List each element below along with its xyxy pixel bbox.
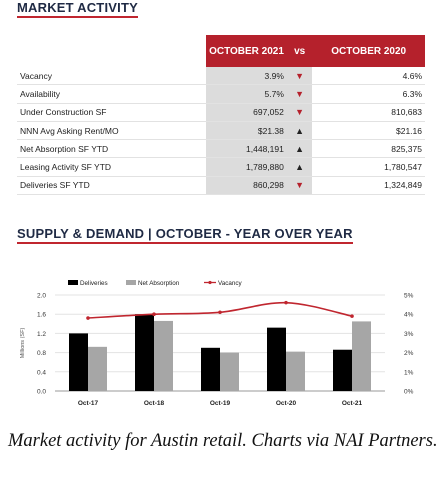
- y-tick-label: 1.6: [37, 312, 46, 319]
- arrow-down-icon: ▼: [286, 67, 313, 86]
- table-row: Vacancy 3.9% ▼ 4.6%: [17, 67, 425, 86]
- table-row: Under Construction SF 697,052 ▼ 810,683: [17, 103, 425, 122]
- arrow-down-icon: ▼: [286, 84, 313, 104]
- y-tick-label: 0.4: [37, 369, 46, 376]
- legend-swatch-deliveries: [68, 280, 78, 285]
- value-2020: 1,324,849: [312, 176, 425, 196]
- vacancy-line: [87, 301, 353, 319]
- deliveries-bar: [201, 347, 220, 391]
- arrow-down-icon: ▼: [286, 103, 313, 122]
- header-blank: [17, 35, 206, 67]
- value-2021: $21.38: [206, 121, 287, 141]
- supply-demand-title: SUPPLY & DEMAND | OCTOBER - YEAR OVER YE…: [17, 226, 353, 244]
- y2-tick-label: 2%: [404, 350, 414, 357]
- y2-tick-label: 3%: [404, 331, 414, 338]
- value-2020: 1,780,547: [312, 157, 425, 177]
- net-absorption-bar: [352, 321, 371, 391]
- legend-label-net-absorption: Net Absorption: [138, 280, 180, 287]
- arrow-up-icon: ▲: [286, 139, 313, 159]
- value-2020: 6.3%: [312, 84, 425, 104]
- value-2020: 810,683: [312, 103, 425, 122]
- row-label: NNN Avg Asking Rent/MO: [17, 121, 207, 141]
- market-activity-title: MARKET ACTIVITY: [17, 0, 138, 18]
- header-vs: vs: [286, 35, 313, 67]
- table-row: Leasing Activity SF YTD 1,789,880 ▲ 1,780,5…: [17, 157, 425, 177]
- value-2020: 4.6%: [312, 67, 425, 86]
- value-2021: 3.9%: [206, 67, 287, 86]
- arrow-up-icon: ▲: [286, 157, 313, 177]
- value-2021: 5.7%: [206, 84, 287, 104]
- y-axis-label: Millions (SF): [20, 328, 26, 359]
- arrow-down-icon: ▼: [295, 88, 305, 99]
- net-absorption-bar: [88, 346, 107, 391]
- x-tick-label: Oct-20: [276, 400, 297, 407]
- arrow-up-icon: ▲: [295, 143, 305, 154]
- vacancy-point: [350, 314, 354, 318]
- vacancy-point: [86, 316, 90, 320]
- value-2021: 697,052: [206, 103, 287, 122]
- row-label: Leasing Activity SF YTD: [17, 157, 207, 177]
- value-2021: 860,298: [206, 176, 287, 196]
- table-row: Availability 5.7% ▼ 6.3%: [17, 84, 425, 104]
- value-2021: 1,448,191: [206, 139, 287, 159]
- net-absorption-bar: [220, 352, 239, 391]
- legend-swatch-net-absorption: [126, 280, 136, 285]
- row-label: Vacancy: [17, 67, 207, 86]
- y2-tick-label: 1%: [404, 369, 414, 376]
- vacancy-point: [152, 312, 156, 316]
- row-label: Deliveries SF YTD: [17, 176, 207, 196]
- header-october-2020: OCTOBER 2020: [312, 35, 425, 67]
- y2-tick-label: 4%: [404, 312, 414, 319]
- vacancy-point: [218, 310, 222, 315]
- x-tick-label: Oct-19: [210, 400, 231, 407]
- arrow-up-icon: ▲: [295, 125, 305, 136]
- value-2020: 825,375: [312, 139, 425, 159]
- caption: Market activity for Austin retail. Chart…: [8, 431, 438, 451]
- value-2021: 1,789,880: [206, 157, 287, 177]
- y-tick-label: 0.8: [37, 350, 46, 357]
- deliveries-bar: [267, 327, 286, 391]
- x-tick-label: Oct-21: [342, 400, 363, 407]
- y2-tick-label: 5%: [404, 293, 414, 300]
- arrow-down-icon: ▼: [295, 180, 305, 191]
- market-activity-table: OCTOBER 2021 vs OCTOBER 2020 Vacancy 3.9%…: [17, 35, 425, 196]
- arrow-up-icon: ▲: [286, 121, 313, 141]
- y-tick-label: 0.0: [37, 389, 46, 396]
- x-tick-label: Oct-18: [144, 400, 165, 407]
- x-tick-label: Oct-17: [78, 400, 99, 407]
- arrow-down-icon: ▼: [286, 176, 313, 196]
- net-absorption-bar: [286, 351, 305, 391]
- arrow-down-icon: ▼: [295, 107, 305, 118]
- y2-tick-label: 0%: [404, 389, 414, 396]
- table-row: Deliveries SF YTD 860,298 ▼ 1,324,849: [17, 176, 425, 196]
- deliveries-bar: [135, 314, 154, 391]
- table-row: NNN Avg Asking Rent/MO $21.38 ▲ $21.16: [17, 121, 425, 141]
- deliveries-bar: [333, 349, 352, 391]
- row-label: Availability: [17, 84, 207, 104]
- vacancy-point: [284, 300, 288, 305]
- arrow-down-icon: ▼: [295, 70, 305, 81]
- table-header-row: OCTOBER 2021 vs OCTOBER 2020: [17, 35, 425, 67]
- row-label: Net Absorption SF YTD: [17, 139, 207, 159]
- table-row: Net Absorption SF YTD 1,448,191 ▲ 825,375: [17, 139, 425, 159]
- net-absorption-bar: [154, 320, 173, 391]
- header-october-2021: OCTOBER 2021: [206, 35, 287, 67]
- deliveries-bar: [69, 333, 88, 391]
- arrow-up-icon: ▲: [295, 162, 305, 173]
- y-tick-label: 1.2: [37, 331, 46, 338]
- legend-marker-vacancy: [208, 280, 212, 285]
- supply-demand-chart: 0.0 0.4 0.8 1.2 1.6 2.0 0% 1% 2% 3% 4% 5% Millions (…: [20, 280, 414, 407]
- legend-label-vacancy: Vacancy: [218, 280, 243, 287]
- value-2020: $21.16: [312, 121, 425, 141]
- row-label: Under Construction SF: [17, 103, 207, 122]
- y-tick-label: 2.0: [37, 293, 46, 300]
- legend-label-deliveries: Deliveries: [80, 280, 108, 287]
